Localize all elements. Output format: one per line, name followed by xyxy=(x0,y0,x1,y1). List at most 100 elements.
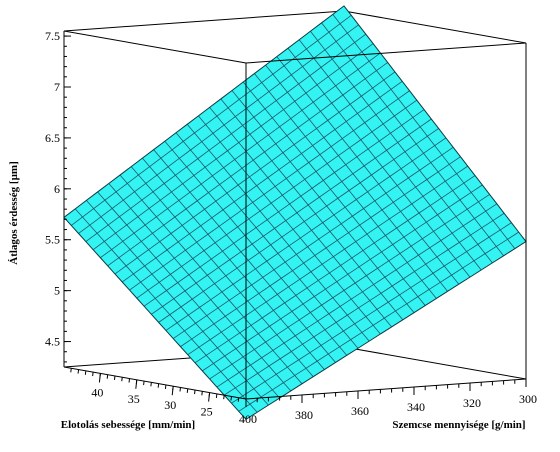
surface-mesh-line xyxy=(114,71,396,275)
x-axis-label: Szemcse mennyisége [g/min] xyxy=(392,419,525,431)
surface-mesh-line xyxy=(107,62,388,267)
y-minor-tick xyxy=(84,370,87,375)
surface-mesh-line xyxy=(186,124,370,342)
x-tick-label: 380 xyxy=(295,408,313,422)
z-axis-label: Átlagos érdesség [µm] xyxy=(8,161,20,264)
y-axis-ticks: 25 30 35 40 xyxy=(70,368,240,419)
surface-mesh-line xyxy=(298,39,482,271)
surface-mesh-line xyxy=(71,15,352,226)
surface-mesh-line xyxy=(78,24,359,234)
surface-mesh-line xyxy=(254,73,437,299)
y-major-tick xyxy=(98,373,101,383)
y-minor-tick xyxy=(143,381,145,386)
y-minor-tick xyxy=(194,389,196,395)
y-minor-tick xyxy=(223,395,225,400)
z-tick-label: 5.5 xyxy=(45,233,60,247)
surface-mesh-line xyxy=(143,109,425,307)
surface-outline xyxy=(63,5,527,421)
box-edge-left-top xyxy=(63,30,247,64)
y-tick-label: 35 xyxy=(128,392,140,406)
z-tick-label: 5 xyxy=(54,284,60,298)
y-major-tick xyxy=(208,392,211,402)
z-axis-ticks: 4.5 5 5.5 6 6.5 7 7.5 xyxy=(45,29,71,363)
z-tick-label: 4.5 xyxy=(45,335,60,349)
surface-mesh-line xyxy=(86,200,269,406)
surface-mesh-line xyxy=(310,31,493,264)
x-tick-label: 320 xyxy=(463,396,481,410)
y-minor-tick xyxy=(186,388,189,393)
box-edge-right-top xyxy=(343,10,527,44)
box-edge-front-top xyxy=(245,42,527,64)
surface-fill xyxy=(64,5,526,420)
y-minor-tick xyxy=(92,372,94,377)
z-tick-label: 6 xyxy=(54,182,60,196)
surface-mesh-line xyxy=(187,165,468,356)
surface-mesh-line xyxy=(202,184,483,372)
surface-mesh-line xyxy=(153,149,336,363)
surface-mesh-line xyxy=(164,140,348,356)
surface-mesh-line xyxy=(85,33,367,242)
surface-mesh-line xyxy=(220,98,404,321)
y-minor-tick xyxy=(106,374,109,379)
y-minor-tick xyxy=(70,368,72,373)
surface-mesh-line xyxy=(231,222,512,404)
surface-mesh-line xyxy=(209,194,490,380)
surface-mesh-line xyxy=(92,43,374,250)
surface-mesh-line xyxy=(151,118,432,315)
surface-mesh-line xyxy=(231,90,415,313)
y-tick-label: 40 xyxy=(91,385,103,399)
y-minor-tick xyxy=(150,382,152,387)
surface-mesh-line xyxy=(276,56,460,285)
box-edge-left-floor xyxy=(63,366,247,400)
x-tick-label: 340 xyxy=(407,400,425,414)
surface-mesh-line xyxy=(122,80,403,283)
box-edge-front-floor xyxy=(245,378,527,400)
surface-mesh-line xyxy=(108,183,292,392)
surface-mesh-line xyxy=(142,157,325,370)
box-edge-right-floor xyxy=(343,346,527,380)
surface-mesh-line xyxy=(100,52,381,259)
z-tick-label: 6.5 xyxy=(45,131,60,145)
surface-mesh-line xyxy=(74,208,258,413)
y-minor-tick xyxy=(215,393,218,398)
y-minor-tick xyxy=(121,377,123,382)
y-minor-tick xyxy=(164,384,167,389)
x-tick-label: 300 xyxy=(519,392,537,406)
z-tick-label: 7.5 xyxy=(45,29,60,43)
surface-mesh-line xyxy=(165,137,447,331)
surface-mesh-line xyxy=(97,191,280,399)
surface-mesh-line xyxy=(130,166,314,377)
surface-mesh-line xyxy=(287,47,471,278)
y-minor-tick xyxy=(230,396,232,401)
surface-mesh-line xyxy=(158,128,439,323)
surface-mesh-line xyxy=(242,81,426,306)
z-tick-label: 7 xyxy=(54,80,60,94)
surface-mesh-line xyxy=(119,174,303,385)
y-minor-tick xyxy=(113,375,116,381)
surface-mesh-line xyxy=(238,231,519,412)
front-box-edges xyxy=(63,30,527,400)
box-edge-back-top xyxy=(63,10,345,32)
y-minor-tick xyxy=(157,383,160,388)
y-minor-tick xyxy=(201,391,203,396)
surface-mesh-line xyxy=(180,156,461,347)
x-tick-label: 360 xyxy=(351,404,369,418)
surface-mesh-line xyxy=(321,22,504,257)
surface-mesh-line xyxy=(136,99,418,299)
response-surface xyxy=(63,5,527,421)
surface-mesh-line xyxy=(265,64,448,292)
surface-mesh-line xyxy=(209,107,392,328)
surface-mesh-line xyxy=(198,115,381,335)
surface-mesh-line xyxy=(129,90,410,291)
x-tick-label: 400 xyxy=(239,412,257,426)
y-major-tick xyxy=(171,386,174,396)
y-major-tick xyxy=(135,379,138,389)
surface-mesh-line xyxy=(332,14,516,249)
y-minor-tick xyxy=(179,387,181,392)
y-axis-label: Elotolás sebessége [mm/min] xyxy=(61,419,195,431)
y-tick-label: 30 xyxy=(164,398,176,412)
surface-mesh-line xyxy=(172,146,454,339)
y-minor-tick xyxy=(77,369,80,374)
y-tick-label: 25 xyxy=(201,405,213,419)
